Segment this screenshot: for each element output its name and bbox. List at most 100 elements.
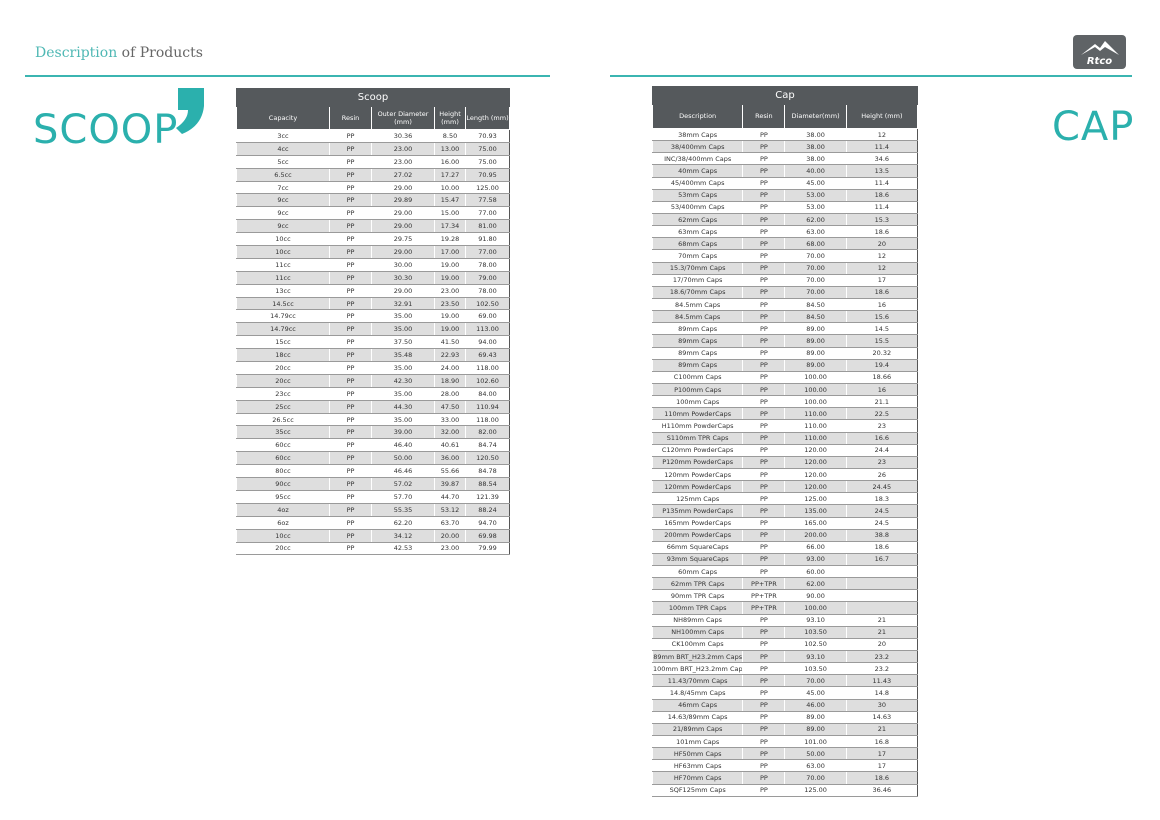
table-row: 10cc PP 29.75 19.28 91.80 [236,232,510,247]
table-cell: 120.50 [464,451,510,466]
table-cell: 120mm PowderCaps [651,480,743,494]
table-cell: 16.8 [845,735,918,749]
table-cell: 90cc [236,477,330,491]
table-cell: PP [329,309,372,324]
table-row: SQF125mm Caps PP 125.00 36.46 [651,784,918,797]
table-cell: 15.47 [434,193,466,208]
table-cell: 14.63 [845,711,918,724]
header-title-accent: Description [35,45,118,61]
table-cell: 21 [845,723,918,737]
table-cell: 29.00 [371,245,435,259]
table-cell: 19.00 [434,309,466,324]
header-title-rest: of Products [117,45,203,61]
table-cell: 34.12 [371,529,435,543]
table-cell: 23 [845,419,918,433]
table-row: 93mm SquareCaps PP 93.00 16.7 [651,553,918,567]
table-row: 20cc PP 42.53 23.00 79.99 [236,542,510,556]
table-cell: PP [742,310,785,324]
table-cell: 50.00 [371,451,435,466]
table-cell: 35.00 [371,413,435,427]
table-cell: 84.00 [464,387,510,401]
table-cell: PP [329,297,372,311]
table-cell: 78.00 [464,284,510,298]
table-row: 66mm SquareCaps PP 66.00 18.6 [651,541,918,554]
table-cell: 10cc [236,529,330,543]
table-cell: 35.00 [371,387,435,401]
mountain-icon [1081,41,1119,55]
table-cell: 77.00 [464,206,510,221]
table-cell: 100.00 [784,383,847,397]
table-cell: 33.00 [434,413,466,427]
table-cell: 70.00 [784,674,847,688]
table-row: CK100mm Caps PP 102.50 20 [651,638,918,652]
table-cell: 53.00 [784,189,847,202]
table-cell: 100mm TPR Caps [651,601,743,615]
table-cell: 42.30 [371,374,435,388]
table-cell: PP [329,542,372,556]
table-cell [845,565,918,579]
table-cell: PP [742,674,785,688]
header-divider-left [25,75,550,77]
table-cell: 16.6 [845,432,918,445]
table-cell: 23.00 [371,142,435,156]
table-cell: 10.00 [434,181,466,195]
table-cell: PP [742,128,785,142]
table-cell: PP [329,155,372,169]
table-cell: 12 [845,249,918,263]
table-row: 14.79cc PP 35.00 19.00 113.00 [236,322,510,337]
table-cell: 14.8/45mm Caps [651,686,743,700]
table-cell: 75.00 [464,155,510,169]
table-cell: PP [329,503,372,517]
table-cell: 125.00 [784,784,847,797]
table-cell: C120mm PowderCaps [651,444,743,457]
table-cell: 29.89 [371,193,435,208]
table-cell: 13cc [236,284,330,298]
table-cell: HF50mm Caps [651,747,743,761]
table-cell: 70.00 [784,274,847,287]
table-cell: 17.00 [434,245,466,259]
table-row: HF63mm Caps PP 63.00 17 [651,759,918,773]
table-cell: 21 [845,626,918,639]
table-cell: 24.45 [845,480,918,494]
table-cell: PP [329,490,372,504]
table-cell: 78.00 [464,258,510,272]
column-header-resin: Resin [329,106,372,130]
table-cell: PP [742,383,785,397]
table-cell: CK100mm Caps [651,638,743,652]
table-cell: 38/400mm Caps [651,140,743,154]
table-cell: 19.00 [434,258,466,272]
table-cell: PP [742,395,785,409]
table-row: 4oz PP 55.35 53.12 88.24 [236,503,510,517]
table-cell: 93.10 [784,650,847,664]
table-cell: PP [329,271,372,285]
table-row: 84.5mm Caps PP 84.50 15.6 [651,310,918,324]
table-row: 38mm Caps PP 38.00 12 [651,128,918,142]
column-header-outer-diameter: Outer Diameter (mm) [371,106,435,130]
table-cell: 50.00 [784,747,847,761]
table-cell: 88.54 [464,477,510,491]
table-row: 11cc PP 30.00 19.00 78.00 [236,258,510,272]
table-cell: 68mm Caps [651,237,743,251]
table-cell: PP [742,553,785,567]
table-cell: 18.6 [845,225,918,239]
table-cell: 35cc [236,425,330,440]
table-cell: 21 [845,614,918,627]
table-cell: 10cc [236,245,330,259]
table-cell: 20cc [236,542,330,556]
table-cell: 29.75 [371,232,435,247]
table-cell: 75.00 [464,142,510,156]
table-cell: 63mm Caps [651,225,743,239]
table-cell: 28.00 [434,387,466,401]
table-row: 60mm Caps PP 60.00 [651,565,918,579]
table-cell: 84.74 [464,438,510,453]
table-row: 53/400mm Caps PP 53.00 11.4 [651,201,918,214]
table-cell: 53.00 [784,201,847,214]
table-cell: 20 [845,638,918,652]
table-row: 18.6/70mm Caps PP 70.00 18.6 [651,286,918,299]
table-cell: 11.43/70mm Caps [651,674,743,688]
table-cell: PP [742,140,785,154]
table-cell: PP+TPR [742,577,785,591]
table-cell: PP [742,407,785,421]
table-cell: 77.58 [464,193,510,208]
table-row: 20cc PP 42.30 18.90 102.60 [236,374,510,388]
